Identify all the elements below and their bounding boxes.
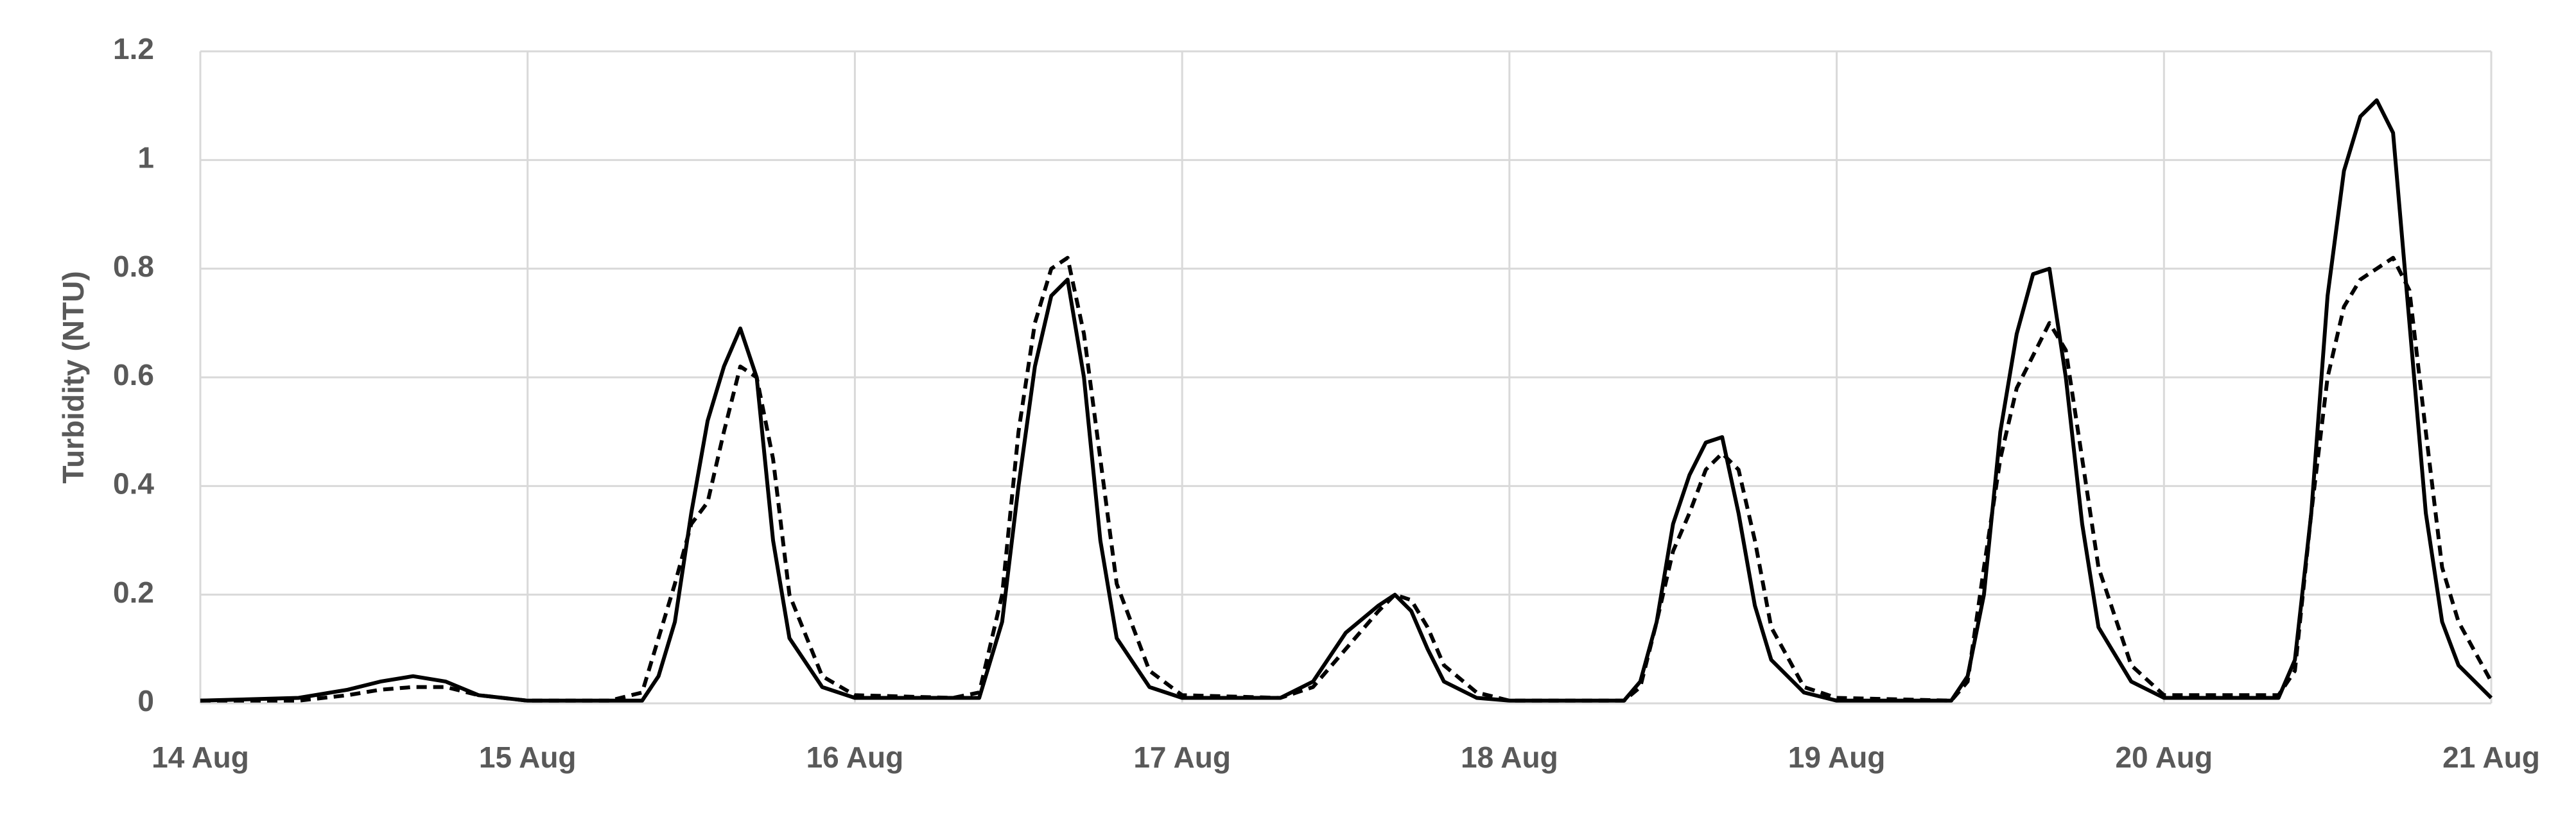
y-axis-title: Turbidity (NTU)	[57, 271, 90, 483]
y-tick-label: 0.4	[113, 467, 154, 500]
x-tick-label: 18 Aug	[1461, 741, 1558, 774]
y-tick-label: 0	[137, 684, 154, 717]
y-tick-label: 1.2	[113, 32, 154, 65]
y-tick-label: 0.2	[113, 576, 154, 609]
x-tick-label: 16 Aug	[806, 741, 904, 774]
x-tick-label: 15 Aug	[479, 741, 577, 774]
x-tick-label: 14 Aug	[152, 741, 249, 774]
y-tick-label: 1	[137, 141, 154, 174]
data-line	[200, 255, 2493, 703]
x-tick-label: 17 Aug	[1133, 741, 1231, 774]
y-tick-label: 0.8	[113, 250, 154, 283]
y-tick-label: 0.6	[113, 358, 154, 391]
data-line	[200, 98, 2493, 703]
x-tick-label: 19 Aug	[1788, 741, 1886, 774]
x-tick-label: 20 Aug	[2115, 741, 2213, 774]
x-tick-label: 21 Aug	[2442, 741, 2540, 774]
